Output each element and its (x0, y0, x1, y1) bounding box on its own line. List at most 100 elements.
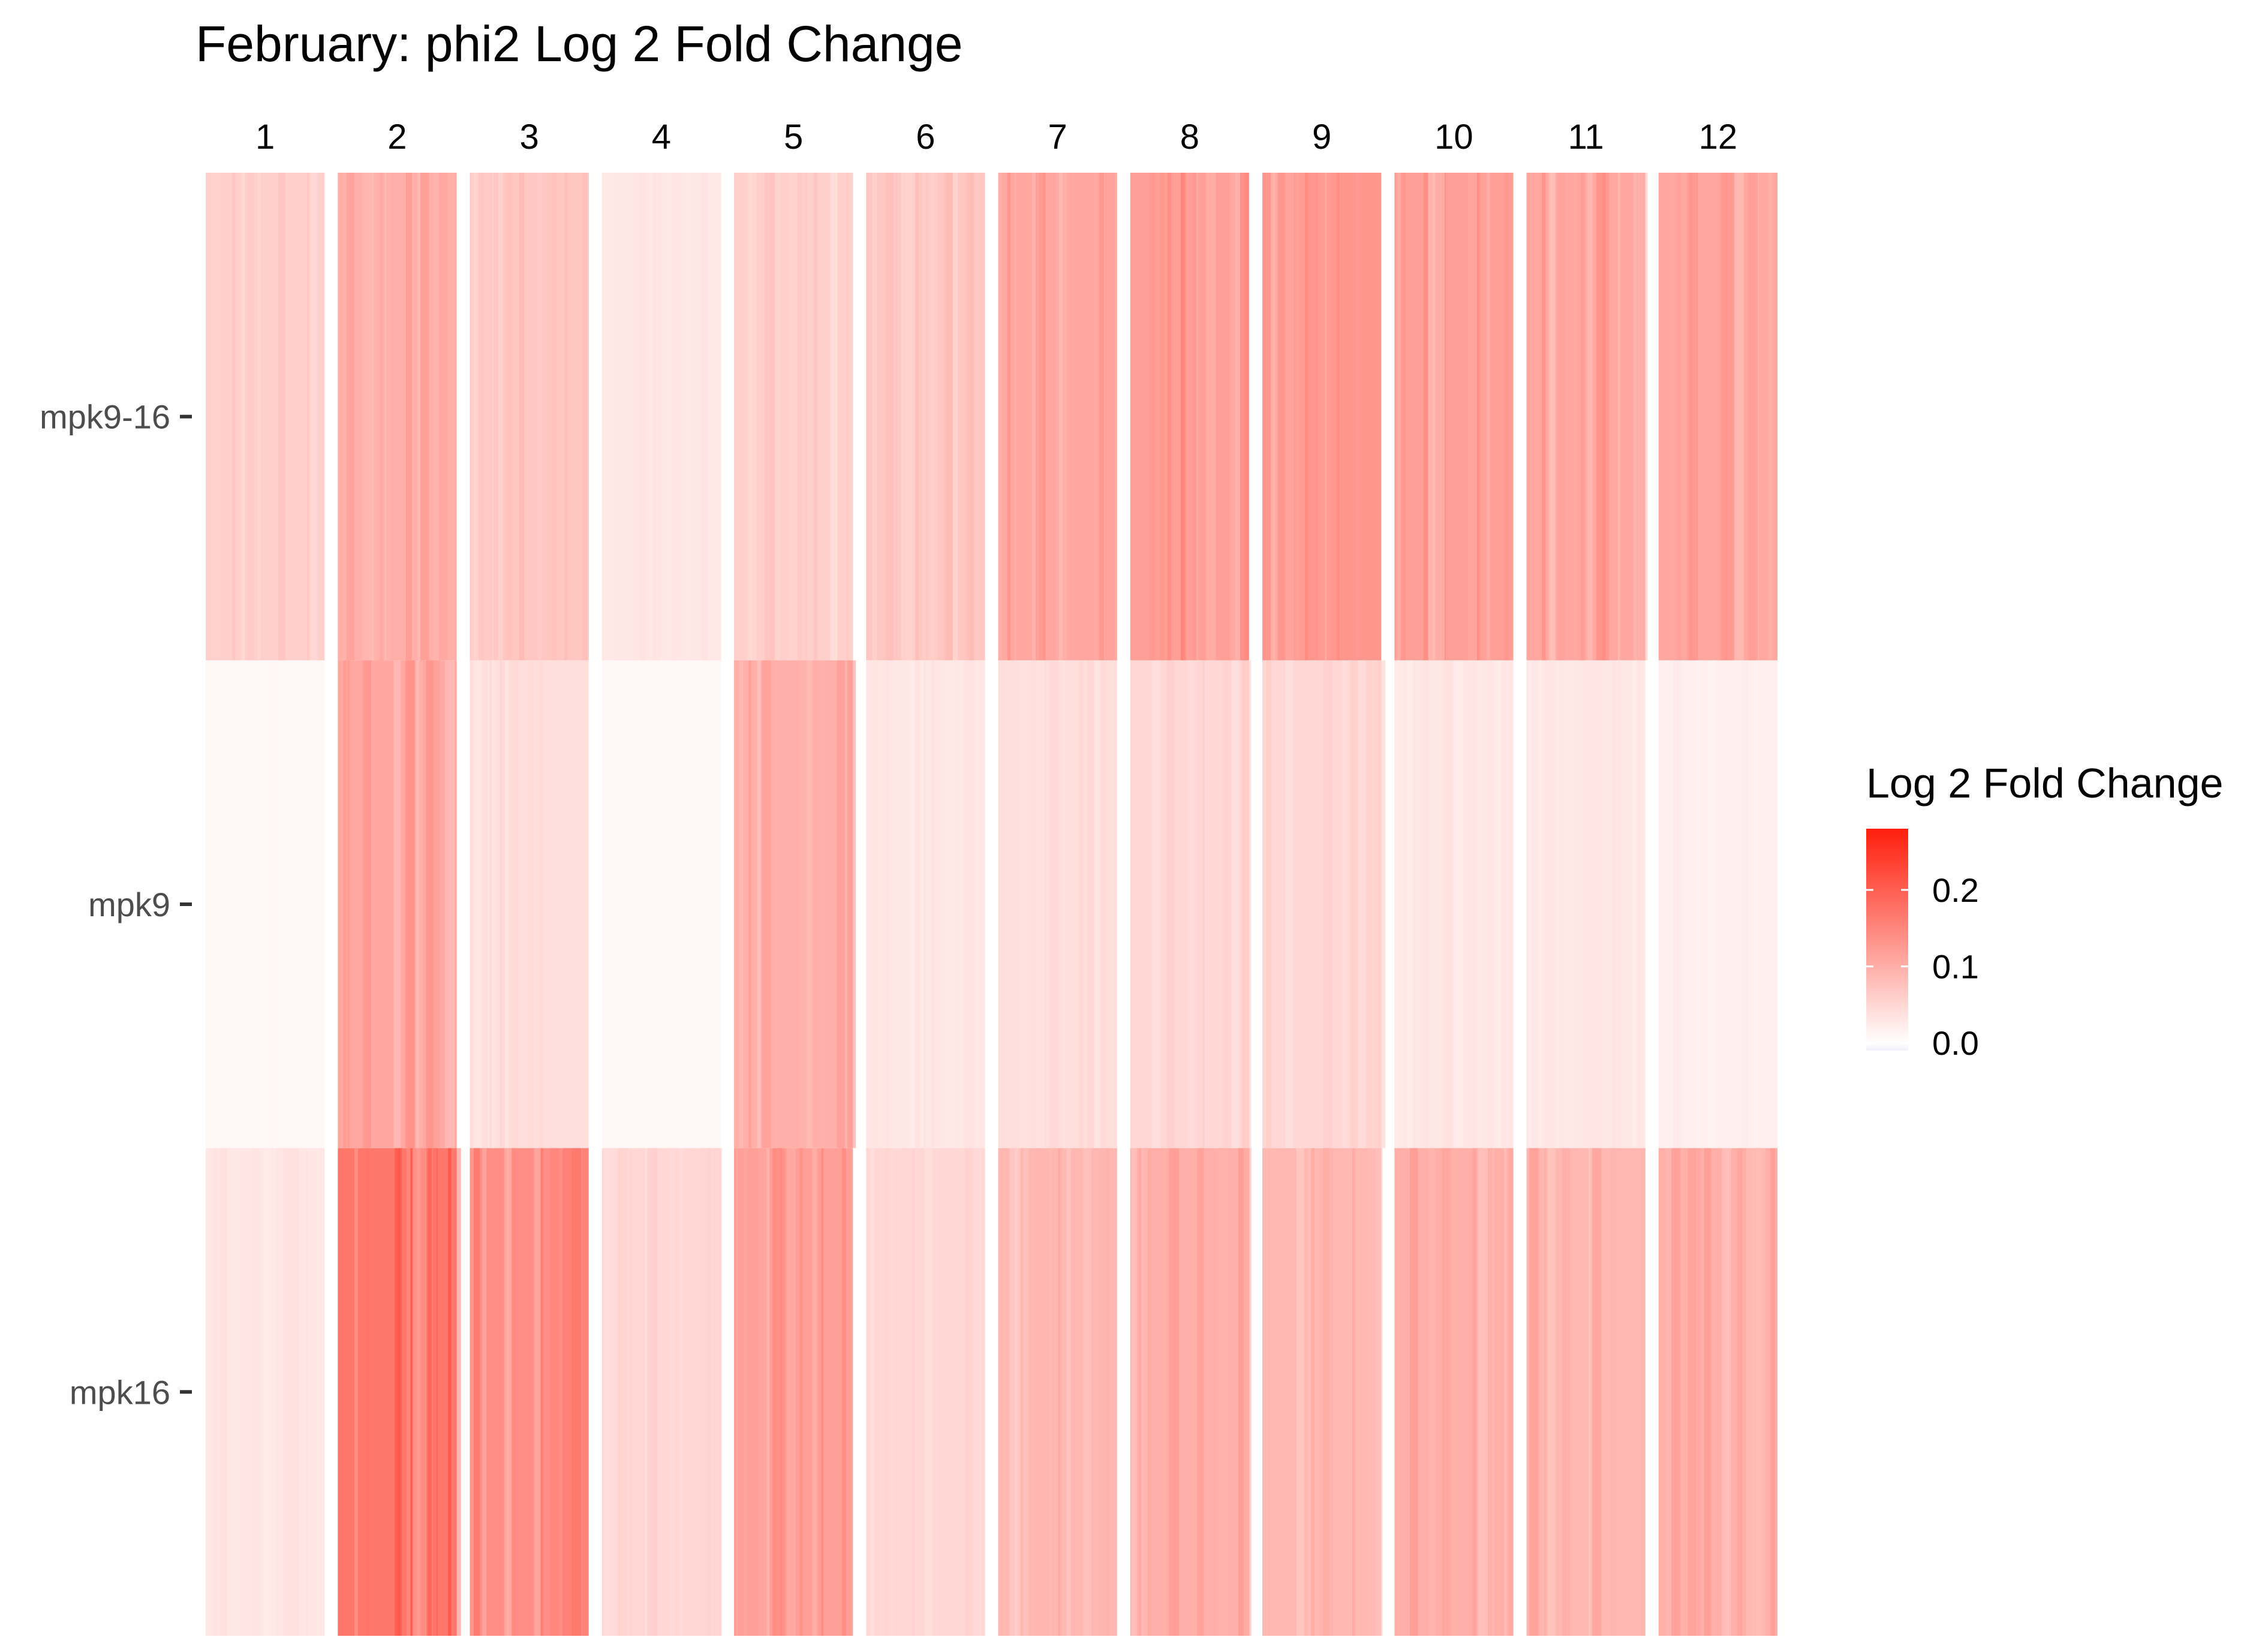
heatmap-stripe (1452, 1148, 1458, 1636)
heatmap-stripe (1634, 173, 1640, 661)
heatmap-stripe (1602, 173, 1610, 661)
heatmap-stripe (1352, 1148, 1355, 1636)
heatmap-stripe (756, 660, 762, 1148)
heatmap-cell-texture (1665, 660, 1768, 1148)
heatmap-stripe (799, 660, 806, 1148)
heatmap-stripe (420, 173, 429, 661)
heatmap-cell-texture (212, 1148, 318, 1636)
heatmap-stripe (240, 1148, 248, 1636)
heatmap-stripe (1677, 173, 1682, 661)
heatmap-stripe (1066, 1148, 1071, 1636)
legend-tick-label: 0.2 (1932, 871, 1979, 909)
heatmap-stripe (275, 1148, 282, 1636)
heatmap-stripe (1150, 660, 1153, 1148)
heatmap-stripe (451, 1148, 461, 1636)
heatmap-stripe (1729, 660, 1740, 1148)
heatmap-stripe (209, 660, 216, 1148)
heatmap-stripe (1105, 173, 1114, 661)
x-tick-label-4: 4 (652, 118, 671, 157)
heatmap-stripe (883, 660, 888, 1148)
heatmap-stripe (1356, 173, 1359, 661)
heatmap-stripe (1753, 1148, 1762, 1636)
heatmap-stripe (1591, 1148, 1593, 1636)
heatmap-stripe (534, 1148, 541, 1636)
heatmap-stripe (1710, 660, 1716, 1148)
heatmap-stripe (474, 173, 479, 661)
heatmap-stripe (1542, 173, 1546, 661)
heatmap-stripe (686, 173, 692, 661)
heatmap-stripe (512, 1148, 516, 1636)
heatmap-stripe (1266, 660, 1271, 1148)
heatmap-cell-texture (1270, 173, 1359, 661)
heatmap-stripe (1063, 173, 1067, 661)
heatmap-stripe (1588, 1148, 1591, 1636)
heatmap-cell-texture (611, 660, 719, 1148)
heatmap-stripe (306, 1148, 308, 1636)
heatmap-stripe (1149, 173, 1156, 661)
heatmap-stripe (905, 1148, 910, 1636)
heatmap-stripe (685, 660, 696, 1148)
heatmap-stripe (416, 660, 419, 1148)
heatmap-stripe (1151, 660, 1161, 1148)
heatmap-cell-mpk9-5 (734, 660, 853, 1148)
heatmap-stripe (635, 660, 644, 1148)
heatmap-stripe (1400, 173, 1406, 661)
heatmap-stripe (1349, 660, 1351, 1148)
heatmap-stripe (1395, 660, 1404, 1148)
heatmap-stripe (1106, 1148, 1109, 1636)
heatmap-stripe (870, 1148, 875, 1636)
heatmap-stripe (886, 173, 894, 661)
heatmap-stripe (1087, 660, 1093, 1148)
heatmap-stripe (739, 660, 744, 1148)
x-tick-label-12: 12 (1699, 118, 1738, 157)
heatmap-stripe (273, 1148, 276, 1636)
legend-title: Log 2 Fold Change (1866, 760, 2223, 807)
heatmap-stripe (210, 173, 221, 661)
heatmap-stripe (366, 1148, 369, 1636)
heatmap-stripe (669, 660, 679, 1148)
heatmap-stripe (1504, 1148, 1507, 1636)
heatmap-stripe (1022, 660, 1031, 1148)
heatmap-stripe (395, 1148, 401, 1636)
heatmap-stripe (362, 173, 373, 661)
heatmap-stripe (551, 173, 557, 661)
heatmap-stripe (354, 1148, 359, 1636)
heatmap-stripe (785, 660, 789, 1148)
heatmap-stripe (1578, 173, 1588, 661)
heatmap-stripe (872, 173, 877, 661)
heatmap-cell-texture (343, 660, 455, 1148)
heatmap-stripe (1311, 1148, 1315, 1636)
heatmap-stripe (1442, 1148, 1451, 1636)
heatmap-stripe (1686, 173, 1695, 661)
heatmap-stripe (1336, 173, 1340, 661)
heatmap-stripe (1348, 1148, 1353, 1636)
heatmap-stripe (766, 1148, 770, 1636)
heatmap-stripe (1749, 173, 1757, 661)
heatmap-stripe (630, 1148, 632, 1636)
heatmap-cell-texture (739, 660, 856, 1148)
heatmap-stripe (504, 1148, 512, 1636)
heatmap-stripe (1063, 660, 1066, 1148)
heatmap-stripe (813, 173, 818, 661)
heatmap-stripe (1015, 1148, 1021, 1636)
heatmap-stripe (1468, 173, 1477, 661)
heatmap-cell-texture (1266, 660, 1386, 1148)
heatmap-stripe (347, 660, 350, 1148)
heatmap-stripe (444, 660, 455, 1148)
heatmap-stripe (1762, 660, 1767, 1148)
heatmap-stripe (1623, 660, 1628, 1148)
heatmap-stripe (714, 1148, 723, 1636)
heatmap-stripe (483, 173, 493, 661)
heatmap-stripe (237, 173, 243, 661)
heatmap-stripe (1193, 660, 1203, 1148)
heatmap-stripe (1688, 1148, 1696, 1636)
heatmap-stripe (708, 173, 717, 661)
x-tick-label-11: 11 (1568, 118, 1604, 157)
heatmap-stripe (263, 1148, 272, 1636)
heatmap-stripe (1010, 173, 1016, 661)
heatmap-stripe (1560, 1148, 1563, 1636)
heatmap-stripe (747, 173, 753, 661)
heatmap-stripe (1617, 173, 1620, 661)
heatmap-stripe (1695, 660, 1702, 1148)
heatmap-cell-texture (1529, 660, 1640, 1148)
